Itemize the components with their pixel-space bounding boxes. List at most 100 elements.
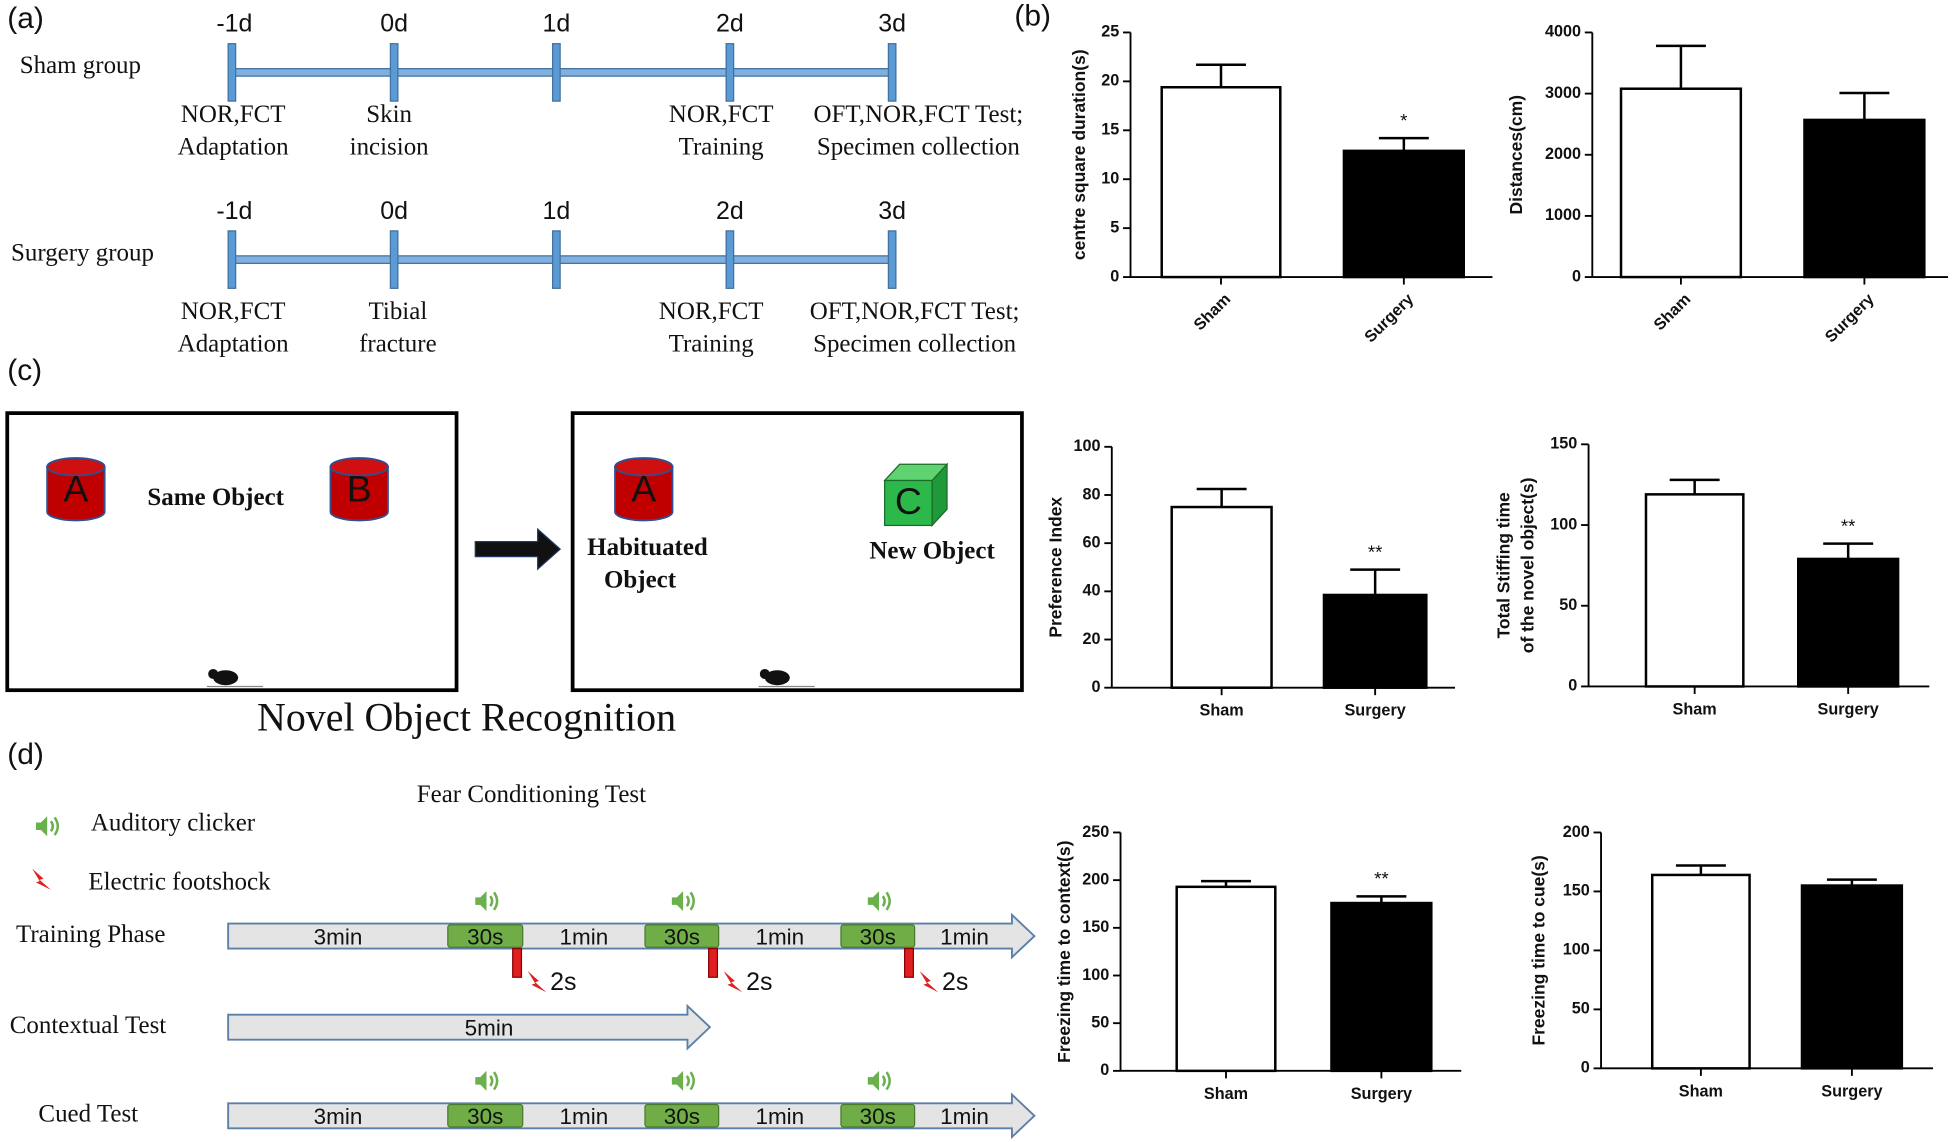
- y-axis-label: Freezing time to context(s): [1054, 841, 1074, 1063]
- y-axis-label: centre square duration(s): [1069, 49, 1089, 260]
- cylinder: [614, 465, 674, 522]
- y-tick-label: 2000: [1545, 145, 1581, 163]
- x-tick-label: Surgery: [1344, 702, 1405, 720]
- phase-label: Contextual Test: [10, 1012, 167, 1039]
- phase-arrow: [227, 1092, 1036, 1140]
- segment-label: 1min: [940, 1104, 989, 1129]
- y-tick-label: 50: [1091, 1013, 1109, 1031]
- tone-segment: [840, 924, 916, 948]
- y-tick-label: 0: [1572, 267, 1581, 285]
- y-tick-label: 150: [1550, 435, 1577, 453]
- x-tick-label: Surgery: [1821, 1082, 1882, 1100]
- segment-label: 3min: [314, 924, 363, 949]
- y-tick-label: 50: [1559, 596, 1577, 614]
- y-tick-label: 0: [1100, 1061, 1109, 1079]
- segment-label: 3min: [314, 1104, 363, 1129]
- speaker-icon: [475, 1070, 487, 1091]
- event-label: Adaptation: [178, 133, 289, 160]
- segment-label: 1min: [560, 924, 609, 949]
- error-bar: [1839, 91, 1890, 120]
- y-tick-label: 0: [1568, 677, 1577, 695]
- event-label: Adaptation: [178, 330, 289, 357]
- event-label: NOR,FCT: [181, 298, 286, 325]
- shock-label: 2s: [942, 968, 968, 996]
- bolt-icon: [527, 971, 547, 993]
- panel-label: (a): [7, 2, 44, 35]
- arena: [570, 411, 1024, 693]
- day-label: 1d: [543, 197, 571, 225]
- timeline-tick: [887, 230, 897, 289]
- cylinder-top: [329, 457, 389, 477]
- error-bar: [1826, 878, 1877, 886]
- event-label: incision: [350, 133, 430, 160]
- object-caption: Object: [604, 566, 677, 593]
- significance-label: **: [1841, 515, 1856, 536]
- error-bar: [1669, 478, 1720, 495]
- y-tick-label: 10: [1101, 170, 1119, 188]
- y-tick-label: 20: [1083, 630, 1101, 648]
- event-label: NOR,FCT: [659, 298, 764, 325]
- segment-label: 30s: [860, 1104, 896, 1129]
- timeline-tick: [389, 43, 399, 102]
- y-tick-label: 80: [1083, 485, 1101, 503]
- phase-arrow: [227, 912, 1036, 960]
- segment-label: 5min: [465, 1016, 514, 1041]
- timeline-tick: [725, 230, 735, 289]
- event-label: Training: [669, 330, 754, 357]
- arena: [5, 411, 459, 693]
- segment-label: 30s: [664, 1104, 700, 1129]
- phase-label: Training Phase: [16, 921, 166, 948]
- object-caption: New Object: [869, 538, 995, 565]
- tone-segment: [644, 924, 720, 948]
- day-label: 1d: [543, 10, 571, 38]
- day-label: 3d: [878, 197, 906, 225]
- object-letter: A: [631, 468, 656, 510]
- error-bar: [1675, 864, 1726, 875]
- y-tick-label: 3000: [1545, 84, 1581, 102]
- x-tick-label: Surgery: [1351, 1085, 1412, 1103]
- event-label: Training: [679, 133, 764, 160]
- y-tick-label: 100: [1074, 437, 1101, 455]
- cylinder: [329, 465, 389, 522]
- x-tick-label: Surgery: [1822, 290, 1878, 346]
- legend-label: Electric footshock: [88, 868, 271, 895]
- y-axis-label: Total Stiffing time: [1494, 492, 1514, 638]
- speaker-wave: [685, 1071, 695, 1091]
- segment-label: 30s: [467, 924, 503, 949]
- bar: [1342, 149, 1466, 279]
- x-tick-label: Sham: [1204, 1085, 1248, 1103]
- bar: [1803, 118, 1926, 279]
- event-label: Tibial: [369, 298, 428, 325]
- y-axis-label: Freezing time to cue(s): [1529, 855, 1549, 1045]
- y-axis-label: Distances(cm): [1506, 95, 1526, 214]
- bar: [1160, 85, 1282, 279]
- y-tick-label: 250: [1082, 823, 1109, 841]
- timeline-tick: [887, 43, 897, 102]
- mouse-head: [208, 668, 219, 679]
- shock-bar: [512, 947, 523, 978]
- y-tick-label: 200: [1082, 870, 1109, 888]
- error-bar: [1196, 63, 1246, 88]
- speaker-wave: [881, 891, 891, 911]
- day-label: 3d: [878, 10, 906, 38]
- error-bar: [1356, 895, 1407, 904]
- error-bar: [1350, 568, 1401, 595]
- speaker-wave: [49, 816, 60, 836]
- x-tick-label: Sham: [1200, 702, 1244, 720]
- speaker-icon: [671, 1070, 684, 1091]
- x-tick-label: Surgery: [1818, 700, 1879, 718]
- bar: [1800, 884, 1904, 1070]
- timeline-tick: [227, 230, 237, 289]
- y-tick-label: 0: [1581, 1059, 1590, 1077]
- segment-label: 30s: [467, 1104, 503, 1129]
- x-tick-label: Sham: [1190, 290, 1234, 334]
- timeline-bar: [231, 255, 893, 264]
- shock-bar: [903, 947, 914, 978]
- y-tick-label: 25: [1101, 23, 1119, 41]
- bolt-icon: [32, 868, 51, 890]
- shock-label: 2s: [550, 968, 576, 996]
- cylinder-top: [614, 457, 674, 477]
- x-tick-label: Surgery: [1361, 290, 1417, 346]
- error-bar: [1196, 487, 1247, 508]
- error-bar: [1823, 542, 1874, 559]
